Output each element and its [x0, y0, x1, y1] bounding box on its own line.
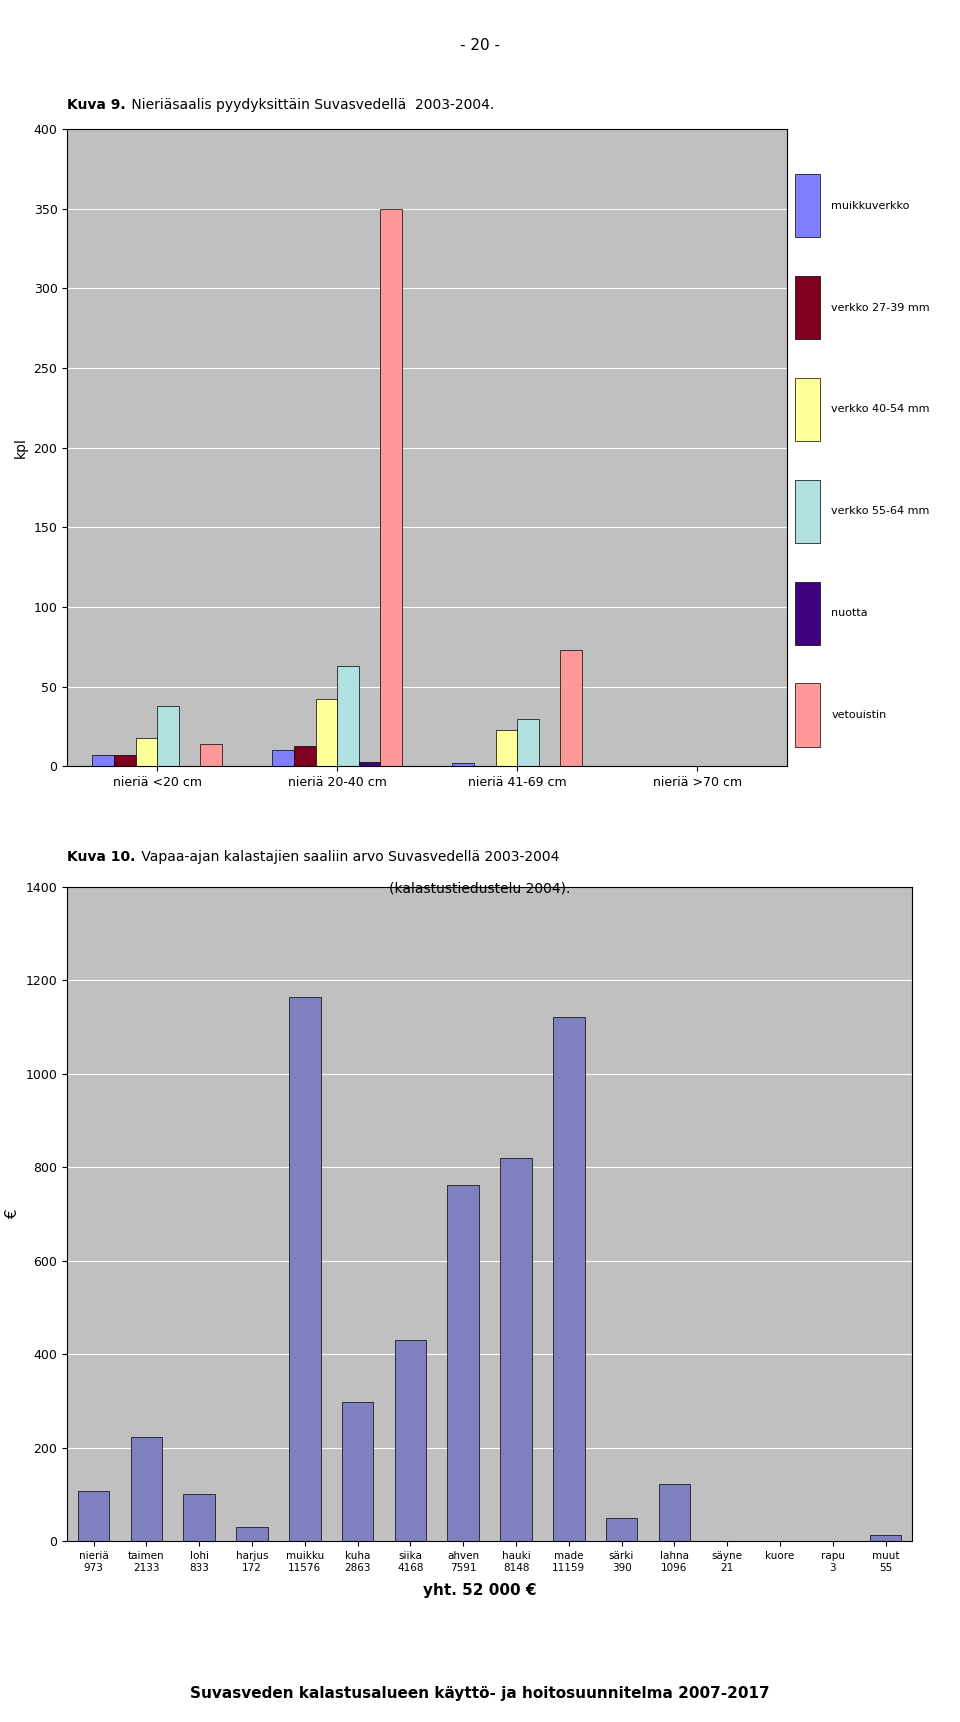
Bar — [294, 746, 316, 766]
Text: Kuva 10.: Kuva 10. — [67, 851, 135, 864]
Bar — [395, 1340, 426, 1541]
Bar — [452, 763, 474, 766]
Bar — [131, 1436, 162, 1541]
Bar — [273, 751, 294, 766]
Bar — [659, 1484, 690, 1541]
Bar — [870, 1534, 901, 1541]
Bar — [447, 1185, 479, 1541]
Bar — [561, 649, 582, 766]
Text: vetouistin: vetouistin — [831, 709, 886, 720]
Text: yht. 52 000 €: yht. 52 000 € — [423, 1583, 537, 1598]
Bar — [183, 1495, 215, 1541]
Bar — [78, 1491, 109, 1541]
Text: Nieriäsaalis pyydyksittäin Suvasvedellä  2003-2004.: Nieriäsaalis pyydyksittäin Suvasvedellä … — [127, 98, 494, 112]
Text: verkko 40-54 mm: verkko 40-54 mm — [831, 405, 930, 415]
Text: muikkuverkko: muikkuverkko — [831, 200, 910, 210]
Bar — [114, 756, 135, 766]
Y-axis label: kpl: kpl — [14, 437, 28, 458]
Bar — [236, 1527, 268, 1541]
Y-axis label: €: € — [5, 1209, 20, 1219]
Bar — [500, 1157, 532, 1541]
Bar — [157, 706, 179, 766]
Text: Vapaa-ajan kalastajien saaliin arvo Suvasvedellä 2003-2004: Vapaa-ajan kalastajien saaliin arvo Suva… — [137, 851, 560, 864]
Text: Suvasveden kalastusalueen käyttö- ja hoitosuunnitelma 2007-2017: Suvasveden kalastusalueen käyttö- ja hoi… — [190, 1686, 770, 1701]
FancyBboxPatch shape — [795, 276, 820, 339]
Text: nuotta: nuotta — [831, 608, 868, 618]
Text: - 20 -: - 20 - — [460, 38, 500, 53]
Bar — [495, 730, 517, 766]
FancyBboxPatch shape — [795, 174, 820, 238]
Bar — [359, 761, 380, 766]
Text: Kuva 9.: Kuva 9. — [67, 98, 126, 112]
Text: verkko 27-39 mm: verkko 27-39 mm — [831, 303, 930, 313]
Bar — [316, 699, 337, 766]
Bar — [337, 666, 359, 766]
Bar — [517, 718, 539, 766]
FancyBboxPatch shape — [795, 582, 820, 646]
FancyBboxPatch shape — [795, 479, 820, 544]
Text: verkko 55-64 mm: verkko 55-64 mm — [831, 506, 929, 517]
FancyBboxPatch shape — [795, 377, 820, 441]
FancyBboxPatch shape — [795, 684, 820, 747]
Bar — [201, 744, 222, 766]
Bar — [553, 1016, 585, 1541]
Bar — [606, 1517, 637, 1541]
Bar — [342, 1402, 373, 1541]
Bar — [289, 997, 321, 1541]
Bar — [92, 756, 114, 766]
Text: (kalastustiedustelu 2004).: (kalastustiedustelu 2004). — [390, 882, 570, 895]
Bar — [380, 208, 402, 766]
Bar — [135, 737, 157, 766]
